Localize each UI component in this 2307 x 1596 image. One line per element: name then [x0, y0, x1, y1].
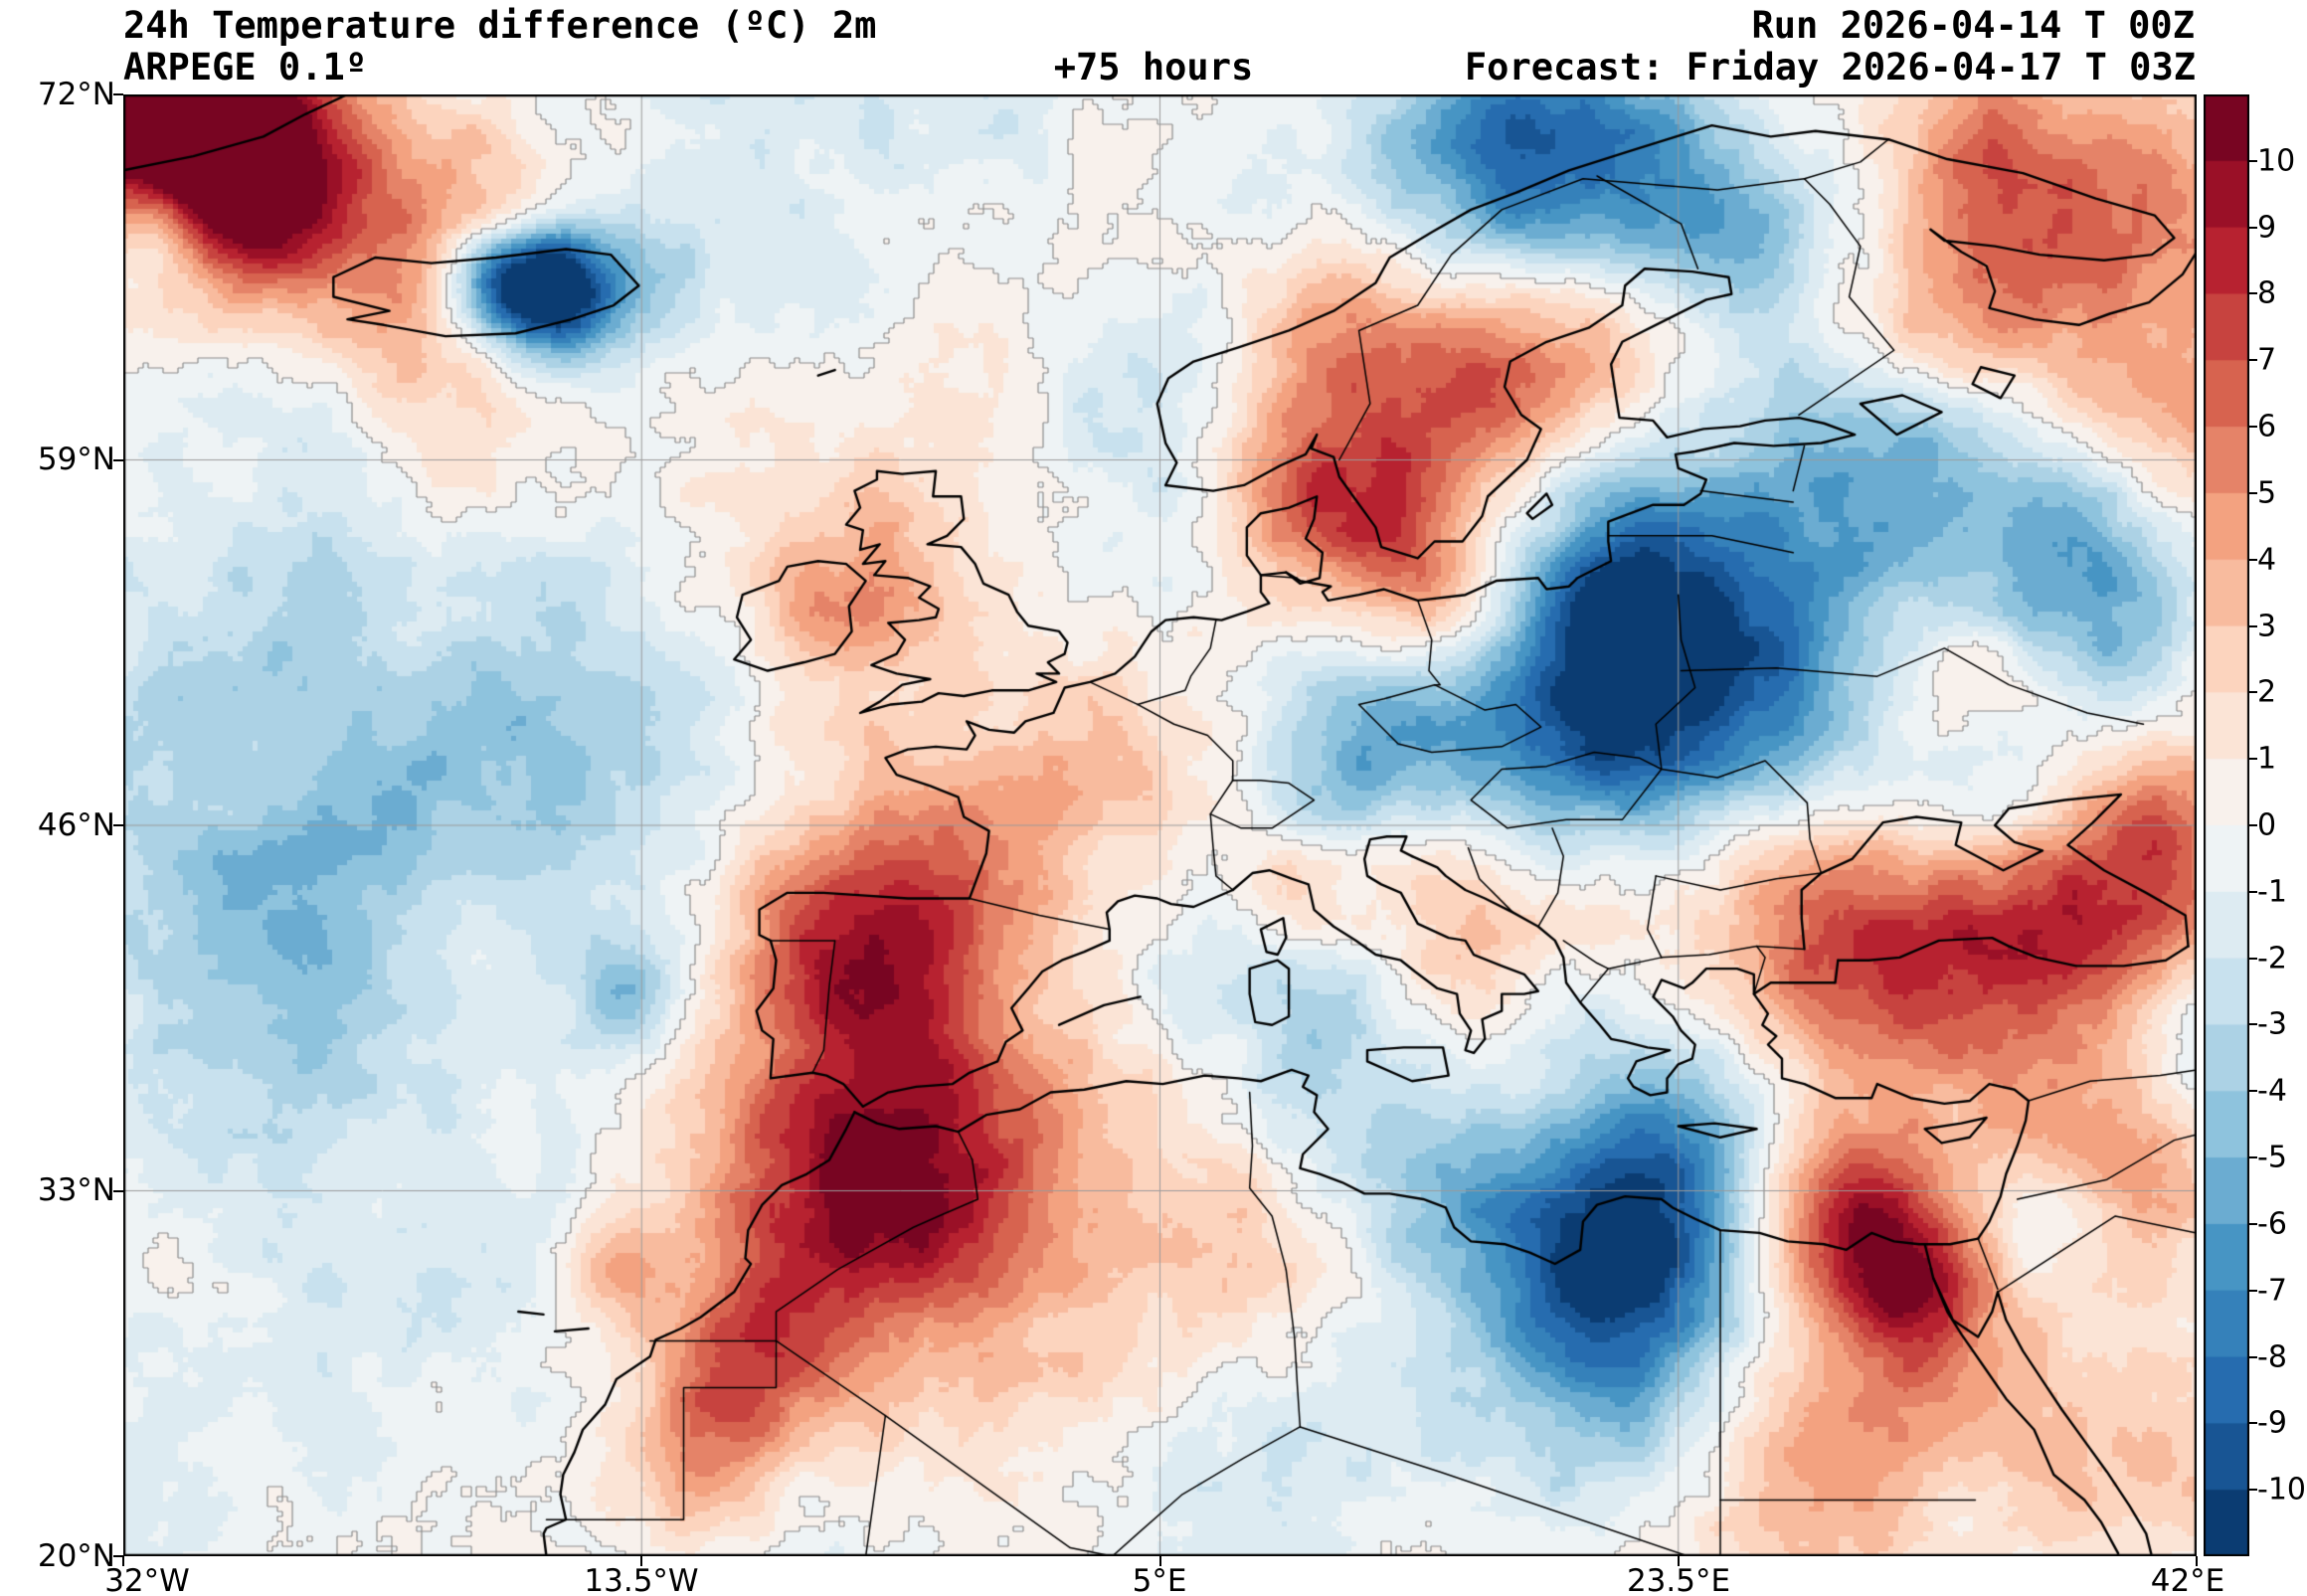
colorbar-tick — [2249, 957, 2257, 960]
colorbar-tick-label: 5 — [2257, 475, 2277, 511]
colorbar-tick — [2249, 1289, 2257, 1292]
model-label: ARPEGE 0.1º — [123, 46, 368, 89]
colorbar-tick-label: -10 — [2257, 1472, 2306, 1507]
colorbar-tick — [2249, 1156, 2257, 1159]
colorbar-tick-label: -4 — [2257, 1073, 2287, 1109]
lon-label-235e: 23.5°E — [1626, 1563, 1731, 1596]
colorbar-tick-label: -3 — [2257, 1006, 2287, 1042]
colorbar-tick-label: -1 — [2257, 874, 2287, 910]
colorbar-tick-label: 7 — [2257, 342, 2277, 378]
y-axis-tick — [113, 1555, 123, 1557]
colorbar-tick-label: 1 — [2257, 741, 2277, 777]
x-axis-tick — [1677, 1556, 1680, 1566]
colorbar-tick — [2249, 1023, 2257, 1026]
colorbar-tick-label: -7 — [2257, 1273, 2287, 1309]
colorbar-tick — [2249, 359, 2257, 362]
y-axis-tick — [113, 93, 123, 95]
colorbar-tick-label: -5 — [2257, 1140, 2287, 1175]
colorbar-tick — [2249, 226, 2257, 229]
colorbar-tick — [2249, 890, 2257, 893]
colorbar-canvas — [2204, 94, 2249, 1556]
x-axis-tick — [640, 1556, 643, 1566]
colorbar-tick-label: 6 — [2257, 409, 2277, 444]
colorbar-tick-label: 10 — [2257, 143, 2296, 179]
colorbar-tick — [2249, 558, 2257, 561]
colorbar-tick — [2249, 491, 2257, 494]
colorbar-tick — [2249, 691, 2257, 694]
colorbar-tick — [2249, 758, 2257, 761]
colorbar-tick-label: -8 — [2257, 1339, 2287, 1375]
colorbar-tick-label: -2 — [2257, 941, 2287, 976]
colorbar-tick-label: 8 — [2257, 275, 2277, 311]
colorbar-tick-label: -9 — [2257, 1405, 2287, 1441]
colorbar-tick — [2249, 426, 2257, 429]
y-axis-tick — [113, 458, 123, 461]
run-label: Run 2026-04-14 T 00Z — [1751, 4, 2195, 47]
lat-label-33n: 33°N — [37, 1172, 115, 1208]
x-axis-tick — [2196, 1556, 2198, 1566]
lon-label-5e: 5°E — [1132, 1563, 1187, 1596]
colorbar-tick — [2249, 1090, 2257, 1093]
colorbar-tick — [2249, 292, 2257, 295]
lon-label-42e: 42°E — [2150, 1563, 2225, 1596]
colorbar-tick-label: 2 — [2257, 674, 2277, 710]
lon-label-32w: 32°W — [104, 1563, 190, 1596]
lon-label-135w: 13.5°W — [584, 1563, 699, 1596]
colorbar-tick — [2249, 1355, 2257, 1358]
lat-label-72n: 72°N — [37, 77, 115, 112]
lat-label-20n: 20°N — [37, 1538, 115, 1574]
lat-label-59n: 59°N — [37, 442, 115, 477]
colorbar-tick-label: 4 — [2257, 542, 2277, 578]
y-axis-tick — [113, 824, 123, 826]
colorbar-tick-label: 0 — [2257, 807, 2277, 843]
colorbar-tick-label: -6 — [2257, 1206, 2287, 1242]
colorbar-tick — [2249, 1422, 2257, 1425]
colorbar-tick — [2249, 824, 2257, 826]
colorbar-tick — [2249, 1489, 2257, 1492]
colorbar-tick-label: 9 — [2257, 210, 2277, 246]
x-axis-tick — [122, 1556, 124, 1566]
lat-label-46n: 46°N — [37, 807, 115, 843]
colorbar-tick — [2249, 624, 2257, 627]
lead-time-label: +75 hours — [1053, 46, 1254, 89]
colorbar-tick — [2249, 159, 2257, 162]
forecast-label: Forecast: Friday 2026-04-17 T 03Z — [1464, 46, 2196, 89]
x-axis-tick — [1158, 1556, 1161, 1566]
plot-title: 24h Temperature difference (ºC) 2m — [123, 4, 877, 47]
colorbar-tick — [2249, 1222, 2257, 1225]
colorbar-tick-label: 3 — [2257, 609, 2277, 644]
map-canvas — [123, 94, 2197, 1556]
y-axis-tick — [113, 1189, 123, 1192]
